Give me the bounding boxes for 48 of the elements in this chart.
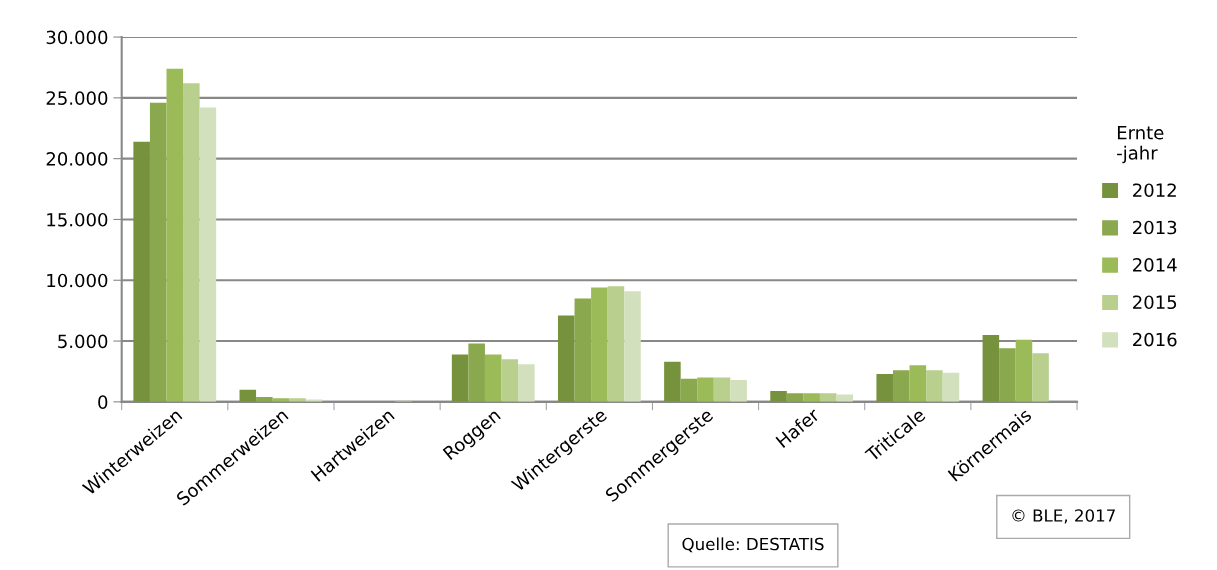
y-tick-label: 30.000	[46, 30, 108, 45]
bar	[501, 359, 519, 402]
bar	[713, 377, 731, 402]
bar	[624, 291, 641, 402]
legend-label: 2013	[1133, 220, 1177, 235]
legend-label: 2016	[1133, 332, 1177, 347]
bar	[680, 378, 698, 402]
text: © BLE, 2017	[1012, 509, 1115, 524]
bar	[149, 102, 167, 402]
bar	[926, 370, 943, 402]
bar	[557, 315, 575, 402]
legend-title: Ernte -jahr	[1117, 126, 1164, 164]
bar	[770, 390, 787, 402]
bar	[591, 287, 608, 402]
bar	[166, 68, 184, 402]
bar	[982, 334, 1000, 402]
bar	[484, 354, 502, 402]
y-tick-label: 20.000	[46, 152, 108, 166]
bar	[786, 393, 804, 402]
bar	[1032, 353, 1049, 402]
bar	[876, 373, 893, 402]
bar	[451, 354, 469, 402]
bar	[942, 372, 960, 402]
y-tick-label: 25.000	[46, 91, 108, 105]
bar	[607, 286, 625, 402]
source-note: Quelle: DESTATIS	[682, 537, 824, 553]
y-tick-label: 5.000	[58, 334, 108, 349]
legend-label: 2012	[1133, 183, 1176, 198]
y-tick-label: 10.000	[47, 273, 108, 288]
y-tick-label: 0	[98, 395, 108, 409]
legend-label: 2015	[1133, 295, 1177, 310]
bar	[468, 343, 485, 402]
bar	[999, 348, 1016, 402]
legend-label: 2014	[1133, 258, 1177, 272]
bar	[1015, 339, 1033, 402]
bar	[892, 370, 910, 402]
bar	[909, 365, 927, 402]
bar	[664, 361, 681, 402]
bar	[697, 377, 714, 402]
bar	[730, 379, 747, 402]
bar	[199, 107, 217, 402]
bar	[518, 364, 535, 402]
bar	[574, 298, 592, 402]
bar	[803, 393, 820, 402]
bar	[183, 83, 200, 402]
bar	[133, 141, 150, 402]
bar	[819, 393, 837, 402]
y-tick-label: 15.000	[47, 212, 108, 227]
